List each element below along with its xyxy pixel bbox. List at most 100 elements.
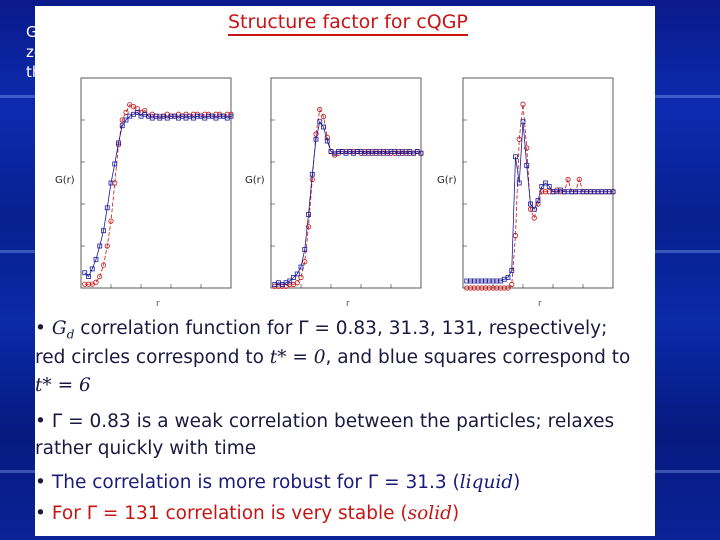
data-point [93, 256, 99, 262]
data-point [97, 243, 103, 249]
bullet-1-text: correlation function for Γ = 0.83, 31.3,… [74, 318, 608, 339]
data-point [313, 136, 319, 142]
series-line [84, 104, 231, 285]
data-point [539, 184, 545, 189]
data-point [505, 275, 511, 280]
data-point [490, 285, 496, 291]
data-point [123, 117, 129, 123]
bullet-1-line-2: red circles correspond to t* = 0, and bl… [35, 345, 630, 371]
data-point [305, 224, 312, 230]
data-point [475, 285, 481, 291]
data-point [509, 268, 515, 273]
bullet-2: • Γ = 0.83 is a weak correlation between … [35, 411, 615, 432]
data-point [101, 228, 106, 234]
bullet-1-line2b: , and blue squares correspond to [325, 347, 631, 368]
data-point [89, 266, 95, 272]
liquid-label: liquid [459, 472, 514, 493]
data-point [302, 247, 308, 252]
data-point [134, 109, 140, 115]
data-point [471, 285, 477, 291]
data-point [524, 145, 530, 151]
plot-frame [462, 77, 614, 289]
data-point [108, 180, 114, 186]
data-point [418, 150, 424, 156]
bullet-1-line-3: t* = 6 [35, 373, 91, 399]
data-point [317, 119, 323, 125]
bullet-2-line-2: rather quickly with time [35, 436, 256, 462]
data-point [479, 285, 485, 291]
bullet-3-end: ) [513, 472, 521, 493]
data-point [321, 124, 326, 130]
plot-frame [270, 77, 422, 289]
plot-panel-2: G(r) r [243, 74, 428, 309]
solid-label: solid [407, 503, 452, 524]
gr-plot-gamma-31.3: G(r) r [245, 77, 424, 309]
x-axis-label: r [156, 299, 160, 309]
data-point [516, 136, 522, 142]
x-axis-label: r [538, 299, 542, 309]
data-point [82, 281, 88, 287]
gd-symbol: G [51, 318, 67, 339]
data-point [309, 171, 315, 177]
bullet-4-end: ) [451, 503, 460, 524]
data-point [539, 189, 545, 195]
bullet-1: • Gd correlation function for Γ = 0.83, 3… [35, 318, 608, 342]
data-point [298, 264, 304, 270]
data-point [291, 275, 296, 280]
data-point [85, 281, 92, 287]
data-point [535, 201, 541, 207]
plot-frame [80, 77, 232, 289]
data-point [104, 243, 110, 249]
gr-plot-gamma-0.83: G(r) r [55, 77, 234, 309]
data-point [482, 285, 489, 291]
series-line [84, 111, 232, 278]
data-point [97, 273, 103, 280]
data-point [86, 274, 91, 279]
data-point [494, 285, 500, 291]
data-point [298, 274, 304, 281]
tstar-six: t* = 6 [35, 375, 91, 396]
data-point [228, 113, 234, 119]
data-point [320, 113, 327, 120]
data-point [497, 285, 504, 291]
data-point [119, 117, 125, 123]
data-point [520, 101, 526, 107]
data-point [576, 176, 582, 183]
data-point [112, 180, 118, 186]
data-point [287, 278, 293, 284]
data-point [505, 285, 511, 291]
data-point [546, 184, 552, 189]
bullet-2-line2: rather quickly with time [35, 438, 257, 459]
bullet-3-text: The correlation is more robust for Γ = 3… [51, 472, 460, 493]
data-point [306, 212, 311, 217]
data-point [528, 201, 533, 207]
slide-panel: Structure factor for cQGP G(r) r G(r) r G(… [35, 6, 655, 536]
data-point [524, 163, 530, 168]
data-point [82, 270, 88, 276]
bullet-1-line2a: red circles correspond to [35, 347, 270, 368]
data-point [486, 285, 492, 291]
data-point [531, 215, 537, 221]
data-point [112, 161, 118, 167]
data-point [546, 189, 552, 195]
data-point [520, 119, 526, 125]
data-point [501, 285, 507, 291]
series-line [274, 108, 422, 287]
data-point [565, 176, 571, 183]
gd-subscript: d [66, 327, 75, 342]
data-point [535, 198, 541, 203]
bullet-4: • For Γ = 131 correlation is very stable … [35, 503, 460, 524]
data-point [467, 285, 474, 291]
fragment-line: G [26, 23, 38, 41]
data-point [123, 109, 129, 115]
gr-plot-gamma-131: G(r) r [437, 77, 616, 309]
data-point [104, 205, 110, 211]
data-point [317, 106, 323, 113]
data-point [324, 138, 330, 144]
data-point [610, 189, 616, 195]
tstar-zero: t* = 0 [269, 347, 326, 368]
y-axis-label: G(r) [55, 175, 75, 186]
data-point [542, 189, 549, 195]
plot-panel-3: G(r) r [435, 74, 620, 309]
x-axis-label: r [346, 299, 350, 309]
